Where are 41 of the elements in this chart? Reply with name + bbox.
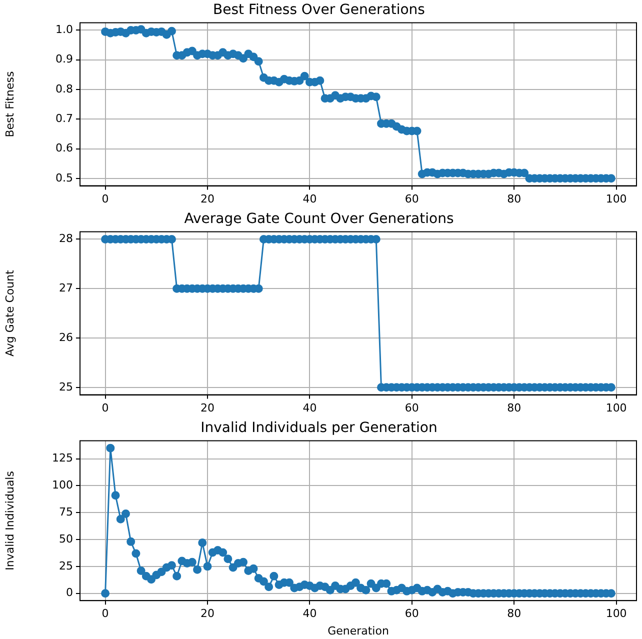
x-tick-label: 100 xyxy=(606,401,627,414)
x-tick-label: 60 xyxy=(404,401,419,414)
x-tick-label: 80 xyxy=(507,401,522,414)
x-tick-label: 100 xyxy=(606,607,627,620)
y-axis-title: Avg Gate Count xyxy=(3,269,16,356)
y-axis-title: Best Fitness xyxy=(3,71,16,138)
chart-title: Average Gate Count Over Generations xyxy=(184,211,454,228)
y-axis-title: Invalid Individuals xyxy=(3,470,16,570)
y-tick-label: 0.5 xyxy=(56,171,73,184)
x-tick-label: 100 xyxy=(606,192,627,206)
x-tick-label: 20 xyxy=(200,401,214,414)
y-tick-label: 0.7 xyxy=(56,112,73,125)
y-tick-label: 25 xyxy=(59,559,73,572)
y-tick-label: 27 xyxy=(59,281,73,294)
x-tick-label: 20 xyxy=(200,192,214,206)
y-tick-label: 50 xyxy=(59,532,73,546)
y-tick-label: 0.8 xyxy=(56,82,73,96)
y-tick-label: 1.0 xyxy=(56,23,73,36)
x-tick-label: 80 xyxy=(507,607,522,620)
y-tick-label: 75 xyxy=(59,505,73,518)
y-tick-label: 26 xyxy=(59,330,73,344)
x-tick-label: 20 xyxy=(200,607,214,620)
x-tick-label: 0 xyxy=(102,192,109,206)
x-tick-label: 40 xyxy=(302,607,317,620)
x-tick-label: 40 xyxy=(302,401,317,414)
x-tick-label: 60 xyxy=(404,607,419,620)
chart-title: Invalid Individuals per Generation xyxy=(200,420,438,436)
y-tick-label: 25 xyxy=(59,380,73,394)
x-tick-label: 0 xyxy=(102,401,109,414)
y-tick-label: 28 xyxy=(59,232,73,246)
x-axis-title: Generation xyxy=(328,624,389,638)
x-tick-label: 40 xyxy=(302,192,317,206)
chart-title: Best Fitness Over Generations xyxy=(213,2,425,18)
x-tick-label: 0 xyxy=(102,607,109,620)
x-tick-label: 80 xyxy=(507,192,522,206)
y-tick-label: 0 xyxy=(66,586,73,600)
x-tick-label: 60 xyxy=(404,192,419,206)
y-tick-label: 0.9 xyxy=(56,52,73,66)
y-tick-label: 0.6 xyxy=(56,142,73,155)
y-tick-label: 125 xyxy=(52,452,73,465)
y-tick-label: 100 xyxy=(52,478,73,492)
